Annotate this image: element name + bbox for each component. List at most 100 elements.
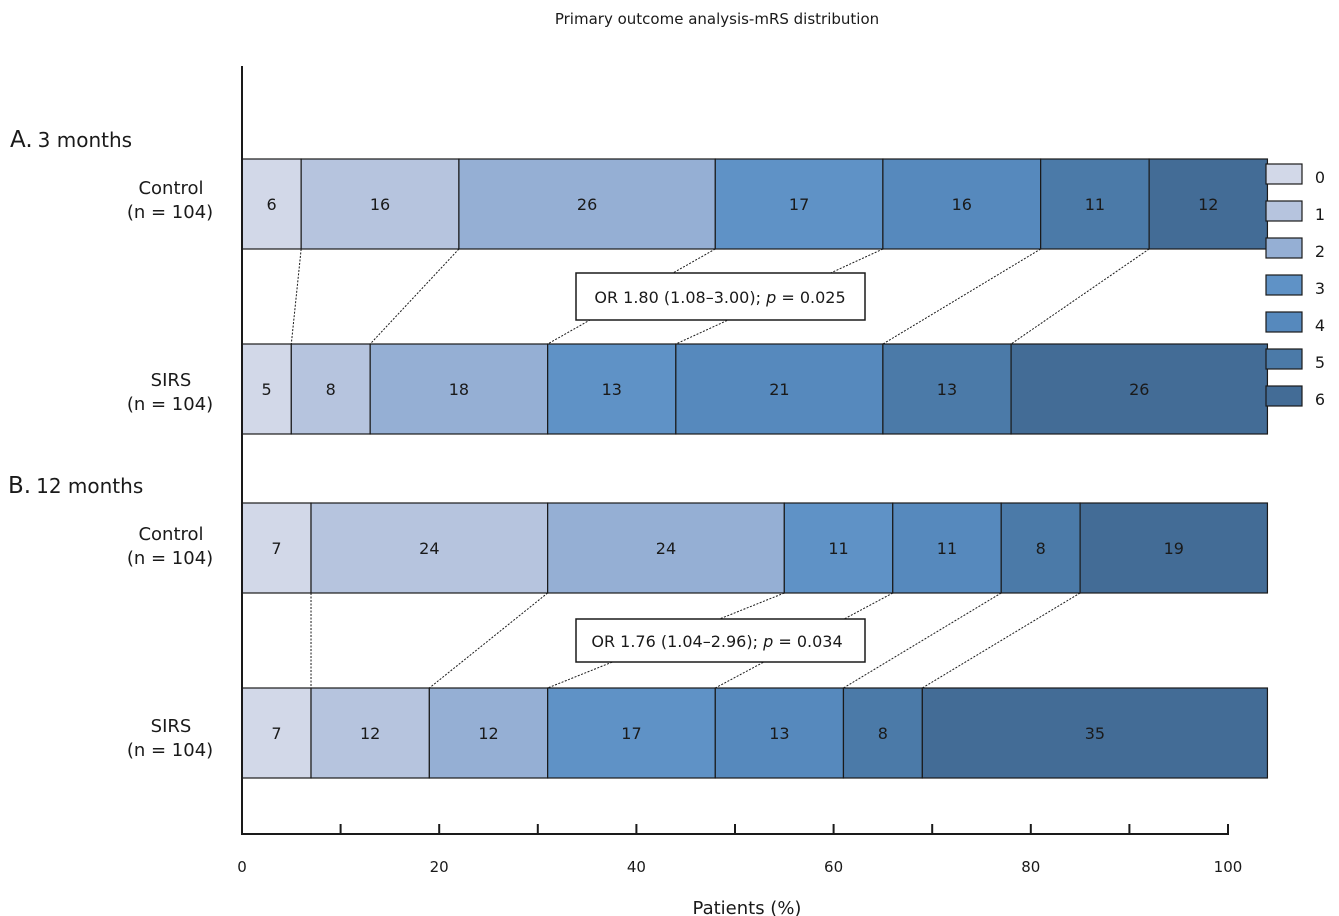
- bar-segment-mrs-6: [921, 687, 1269, 779]
- legend-label: 6: [1315, 390, 1325, 409]
- legend-label: 1: [1315, 205, 1325, 224]
- legend: 0 1 2 3 4 5 6: [1265, 163, 1325, 409]
- segment-value-label: 8: [878, 724, 888, 743]
- x-tick-label: 40: [627, 858, 646, 876]
- row-group-n: (n = 104): [127, 202, 213, 223]
- segment-value-label: 26: [1129, 380, 1149, 399]
- panel-a-label: A. 3 months: [10, 127, 132, 153]
- legend-swatch-mrs-0: [1265, 163, 1303, 185]
- segment-value-label: 16: [370, 195, 390, 214]
- segment-value-label: 11: [937, 539, 957, 558]
- svg-text:B.12 months: B. 12 months: [8, 473, 143, 499]
- bar-segment-mrs-3: [783, 502, 894, 594]
- legend-swatch-mrs-2: [1265, 237, 1303, 259]
- segment-value-label: 12: [360, 724, 380, 743]
- connector-line: [882, 248, 1041, 345]
- bar-segment-mrs-0: [241, 687, 312, 779]
- segment-value-label: 17: [789, 195, 809, 214]
- segment-value-label: 26: [577, 195, 597, 214]
- p-value-label: p: [762, 632, 773, 651]
- segment-value-label: 7: [271, 539, 281, 558]
- chart-title: Primary outcome analysis-mRS distributio…: [555, 10, 879, 28]
- bar-segment-mrs-5: [882, 343, 1012, 435]
- legend-swatch-mrs-1: [1265, 200, 1303, 222]
- bar-segment-mrs-1: [310, 502, 549, 594]
- legend-label: 4: [1315, 316, 1325, 335]
- bar-segment-mrs-5: [842, 687, 923, 779]
- bar-segment-mrs-1: [300, 158, 460, 250]
- panel-b-timepoint: 12 months: [36, 474, 143, 498]
- segment-value-label: 24: [419, 539, 439, 558]
- row-group-n: (n = 104): [127, 740, 213, 761]
- legend-label: 3: [1315, 279, 1325, 298]
- connector-line: [290, 248, 302, 345]
- segment-value-label: 7: [271, 724, 281, 743]
- odds-ratio-box-3-months: OR 1.80 (1.08–3.00); p = 0.025: [575, 272, 866, 321]
- bar-segment-mrs-3: [547, 343, 677, 435]
- odds-ratio-box-12-months: OR 1.76 (1.04–2.96); p = 0.034: [575, 618, 866, 663]
- legend-label: 2: [1315, 242, 1325, 261]
- connector-line: [429, 592, 548, 689]
- connector-line: [1010, 248, 1150, 345]
- x-tick-label: 60: [824, 858, 843, 876]
- segment-value-label: 13: [769, 724, 789, 743]
- segment-value-label: 12: [1198, 195, 1218, 214]
- bar-segment-mrs-2: [428, 687, 549, 779]
- legend-swatch-mrs-4: [1265, 311, 1303, 333]
- segment-value-label: 18: [449, 380, 469, 399]
- segment-value-label: 16: [952, 195, 972, 214]
- segment-value-label: 11: [1085, 195, 1105, 214]
- segment-value-label: 12: [478, 724, 498, 743]
- bar-segment-mrs-6: [1010, 343, 1269, 435]
- x-axis-label: Patients (%): [693, 898, 802, 916]
- bar-segment-mrs-6: [1148, 158, 1269, 250]
- legend-swatch-mrs-3: [1265, 274, 1303, 296]
- legend-swatch-mrs-5: [1265, 348, 1303, 370]
- bar-segment-mrs-4: [714, 687, 845, 779]
- legend-swatch-mrs-6: [1265, 385, 1303, 407]
- bar-segment-mrs-5: [1000, 502, 1081, 594]
- bar-segment-mrs-2: [369, 343, 549, 435]
- row-group-name: SIRS: [151, 716, 192, 737]
- bar-segment-mrs-4: [882, 158, 1042, 250]
- svg-text:A.3 months: A. 3 months: [10, 127, 132, 153]
- x-tick-label: 100: [1214, 858, 1243, 876]
- connector-line: [843, 592, 1002, 689]
- legend-label: 0: [1315, 168, 1325, 187]
- odds-ratio-text: OR 1.80 (1.08–3.00);: [594, 288, 766, 307]
- bar-segment-mrs-4: [892, 502, 1002, 594]
- panel-b-letter: B.: [8, 473, 31, 499]
- x-axis-ticks: 0 20 40 60 80 100: [237, 824, 1242, 876]
- panel-a-letter: A.: [10, 127, 33, 153]
- stacked-bars: 6 16 26 17 16 11 12 5 8 18 13 21 13 26 7 24 24 11 11 8 19 7 12…: [241, 158, 1269, 779]
- row-group-name: SIRS: [151, 370, 192, 391]
- panel-b-label: B. 12 months: [8, 473, 143, 499]
- segment-value-label: 6: [266, 195, 276, 214]
- row-group-n: (n = 104): [127, 548, 213, 569]
- panel-a-timepoint: 3 months: [38, 128, 132, 152]
- segment-value-label: 8: [326, 380, 336, 399]
- row-labels: Control (n = 104) SIRS (n = 104) Control (n =…: [127, 178, 213, 761]
- bar-segment-mrs-3: [547, 687, 716, 779]
- bar-segment-mrs-1: [290, 343, 371, 435]
- segment-value-label: 13: [602, 380, 622, 399]
- connector-line: [922, 592, 1081, 689]
- bar-segment-mrs-1: [310, 687, 430, 779]
- row-group-name: Control: [138, 178, 203, 199]
- segment-value-label: 13: [937, 380, 957, 399]
- p-value-label: p: [765, 288, 776, 307]
- bar-segment-mrs-4: [675, 343, 884, 435]
- segment-value-label: 8: [1036, 539, 1046, 558]
- p-value-text: = 0.034: [773, 632, 842, 651]
- legend-label: 5: [1315, 353, 1325, 372]
- segment-value-label: 21: [769, 380, 789, 399]
- x-tick-label: 0: [237, 858, 247, 876]
- segment-value-label: 17: [621, 724, 641, 743]
- segment-value-label: 5: [262, 380, 272, 399]
- segment-value-label: 35: [1085, 724, 1105, 743]
- p-value-text: = 0.025: [776, 288, 845, 307]
- bar-segment-mrs-0: [241, 502, 312, 594]
- x-tick-label: 20: [430, 858, 449, 876]
- segment-value-label: 19: [1164, 539, 1184, 558]
